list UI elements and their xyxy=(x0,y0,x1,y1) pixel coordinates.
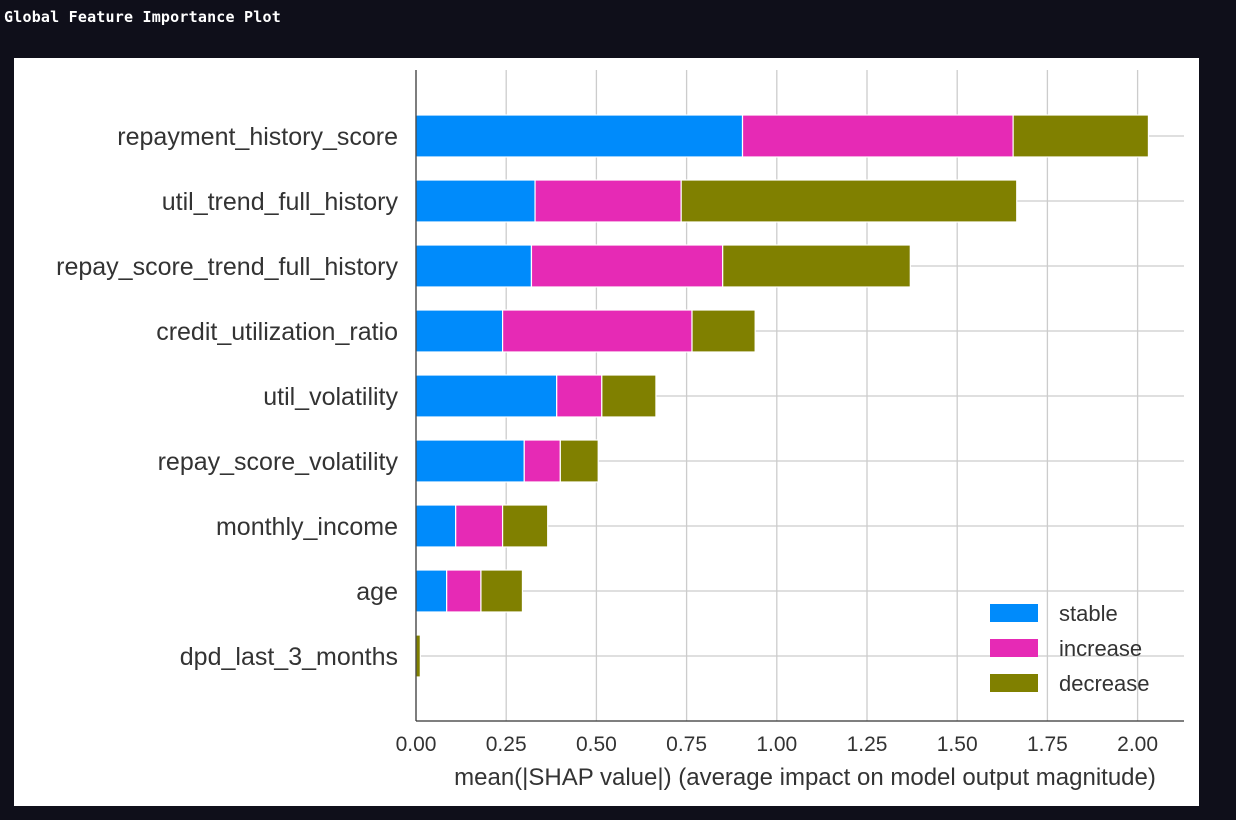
bar-increase xyxy=(523,439,561,483)
legend: stable increase decrease xyxy=(990,601,1150,696)
bar-decrease xyxy=(559,439,599,483)
y-tick-label: util_trend_full_history xyxy=(162,188,399,216)
bar-increase xyxy=(501,309,693,353)
y-tick-label: dpd_last_3_months xyxy=(180,643,398,671)
bar-increase xyxy=(556,374,603,418)
bars xyxy=(415,114,1150,678)
bar-decrease xyxy=(480,569,524,613)
y-tick-label: repay_score_volatility xyxy=(158,448,399,476)
y-tick-label: repayment_history_score xyxy=(117,123,398,151)
y-tick-labels: repayment_history_score util_trend_full_h… xyxy=(56,123,398,671)
x-tick-label: 0.50 xyxy=(576,733,617,756)
y-tick-label: repay_score_trend_full_history xyxy=(56,253,398,281)
x-tick-label: 2.00 xyxy=(1117,733,1158,756)
bar-decrease xyxy=(601,374,657,418)
shap-bar-chart: repayment_history_score util_trend_full_h… xyxy=(56,70,1184,791)
x-tick-label: 0.25 xyxy=(486,733,527,756)
bar-increase xyxy=(446,569,482,613)
bar-increase xyxy=(534,179,682,223)
legend-swatch-stable xyxy=(990,604,1038,622)
legend-label-increase: increase xyxy=(1059,636,1142,661)
legend-swatch-increase xyxy=(990,639,1038,657)
legend-swatch-decrease xyxy=(990,674,1038,692)
x-axis-label: mean(|SHAP value|) (average impact on mo… xyxy=(454,764,1156,791)
x-tick-label: 1.50 xyxy=(937,733,978,756)
legend-label-decrease: decrease xyxy=(1059,671,1150,696)
plot-panel: repayment_history_score util_trend_full_h… xyxy=(14,58,1199,806)
bar-increase xyxy=(741,114,1014,158)
bar-stable xyxy=(415,244,533,288)
legend-label-stable: stable xyxy=(1059,601,1118,626)
bar-decrease xyxy=(722,244,911,288)
y-tick-label: credit_utilization_ratio xyxy=(156,318,398,346)
x-tick-label: 1.00 xyxy=(756,733,797,756)
bar-decrease xyxy=(1012,114,1150,158)
bar-decrease xyxy=(415,634,421,678)
axes xyxy=(415,70,1184,722)
y-tick-label: monthly_income xyxy=(216,513,398,541)
page-title: Global Feature Importance Plot xyxy=(4,8,281,26)
bar-increase xyxy=(530,244,724,288)
bar-decrease xyxy=(501,504,549,548)
bar-stable xyxy=(415,569,448,613)
bar-stable xyxy=(415,504,457,548)
y-tick-label: age xyxy=(356,578,398,606)
bar-decrease xyxy=(691,309,756,353)
bar-stable xyxy=(415,114,744,158)
bar-stable xyxy=(415,309,504,353)
bar-stable xyxy=(415,374,558,418)
x-tick-label: 0.75 xyxy=(666,733,707,756)
y-tick-label: util_volatility xyxy=(263,383,398,411)
x-tick-label: 1.75 xyxy=(1027,733,1068,756)
bar-increase xyxy=(455,504,504,548)
x-tick-label: 0.00 xyxy=(396,733,437,756)
bar-decrease xyxy=(680,179,1018,223)
x-tick-label: 1.25 xyxy=(847,733,888,756)
x-tick-labels: 0.00 0.25 0.50 0.75 1.00 1.25 1.50 1.75 2.00 xyxy=(396,733,1158,756)
bar-stable xyxy=(415,439,525,483)
bar-stable xyxy=(415,179,536,223)
